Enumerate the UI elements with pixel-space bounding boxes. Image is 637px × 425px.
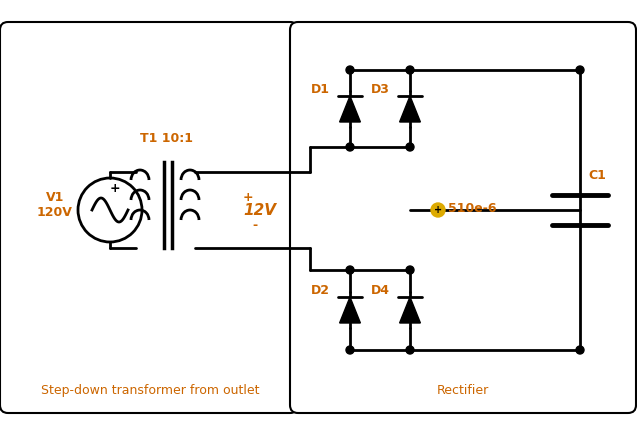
Circle shape: [346, 66, 354, 74]
Text: D1: D1: [310, 82, 329, 96]
Circle shape: [346, 143, 354, 151]
Circle shape: [406, 346, 414, 354]
Text: V1
120V: V1 120V: [37, 191, 73, 219]
Text: D4: D4: [371, 283, 389, 297]
Text: D3: D3: [371, 82, 389, 96]
Circle shape: [406, 143, 414, 151]
Polygon shape: [399, 96, 420, 122]
Polygon shape: [399, 297, 420, 323]
Text: +: +: [243, 190, 254, 204]
Circle shape: [346, 346, 354, 354]
Text: D2: D2: [310, 283, 329, 297]
Circle shape: [431, 203, 445, 217]
Circle shape: [576, 346, 584, 354]
Text: 510e-6: 510e-6: [448, 201, 496, 215]
Text: 12V: 12V: [243, 202, 276, 218]
FancyBboxPatch shape: [0, 22, 298, 413]
Text: +: +: [434, 205, 442, 215]
Polygon shape: [340, 96, 361, 122]
Polygon shape: [340, 297, 361, 323]
Circle shape: [346, 266, 354, 274]
Text: Rectifier: Rectifier: [437, 384, 489, 397]
Text: C1: C1: [588, 168, 606, 181]
Circle shape: [406, 266, 414, 274]
Text: +: +: [110, 181, 120, 195]
Text: Step-down transformer from outlet: Step-down transformer from outlet: [41, 384, 259, 397]
Text: -: -: [252, 218, 257, 232]
Text: T1 10:1: T1 10:1: [140, 131, 192, 144]
Circle shape: [406, 66, 414, 74]
FancyBboxPatch shape: [290, 22, 636, 413]
Circle shape: [576, 66, 584, 74]
